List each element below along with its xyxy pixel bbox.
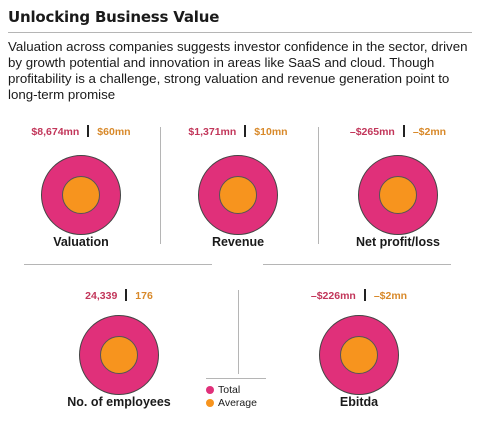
metric-revenue: $1,371mn $10mn Revenue: [163, 125, 313, 249]
average-value: –$2mn: [373, 290, 408, 302]
value-separator: [363, 289, 366, 301]
metric-values: –$226mn –$2mn: [284, 289, 434, 302]
metric-label: No. of employees: [67, 395, 171, 409]
divider-horizontal-right: [263, 264, 451, 265]
metric-values: –$265mn –$2mn: [323, 125, 473, 138]
metric-label: Net profit/loss: [355, 235, 441, 249]
metric-values: $1,371mn $10mn: [163, 125, 313, 138]
value-separator: [402, 125, 405, 137]
metric-label: Ebitda: [339, 395, 379, 409]
divider-vertical-1: [160, 127, 161, 244]
average-value: –$2mn: [412, 126, 447, 138]
average-circle: [340, 336, 378, 374]
divider-vertical-3: [238, 290, 239, 374]
legend-item-total: Total: [206, 383, 257, 396]
metric-values: $8,674mn $60mn: [6, 125, 156, 138]
legend-rule: [206, 378, 266, 379]
average-value: 176: [135, 290, 153, 302]
total-value: –$265mn: [349, 126, 395, 138]
average-circle: [379, 176, 417, 214]
chart-title: Unlocking Business Value: [8, 8, 220, 26]
metric-label: Valuation: [53, 235, 109, 249]
metric-ebitda: –$226mn –$2mn Ebitda: [284, 289, 434, 409]
chart-subtitle: Valuation across companies suggests inve…: [8, 39, 468, 102]
average-value: $10mn: [254, 126, 288, 138]
average-value: $60mn: [97, 126, 131, 138]
bubble: [319, 315, 399, 395]
total-value: $8,674mn: [31, 126, 80, 138]
metric-values: 24,339 176: [44, 289, 194, 302]
metric-valuation: $8,674mn $60mn Valuation: [6, 125, 156, 249]
value-separator: [125, 289, 128, 301]
total-value: –$226mn: [310, 290, 356, 302]
legend: Total Average: [206, 383, 257, 409]
divider-horizontal-left: [24, 264, 212, 265]
average-circle: [100, 336, 138, 374]
bubble: [198, 155, 278, 235]
bubble: [358, 155, 438, 235]
title-divider: [8, 32, 472, 33]
divider-vertical-2: [318, 127, 319, 244]
legend-label-total: Total: [218, 383, 241, 396]
metric-label: Revenue: [211, 235, 265, 249]
legend-swatch-average: [206, 398, 214, 407]
bubble: [41, 155, 121, 235]
value-separator: [87, 125, 90, 137]
metric-employees: 24,339 176 No. of employees: [44, 289, 194, 409]
value-separator: [244, 125, 247, 137]
legend-item-average: Average: [206, 396, 257, 409]
total-value: $1,371mn: [188, 126, 237, 138]
bubble: [79, 315, 159, 395]
total-value: 24,339: [85, 290, 118, 302]
legend-swatch-total: [206, 385, 214, 394]
metric-net-profit-loss: –$265mn –$2mn Net profit/loss: [323, 125, 473, 249]
legend-label-average: Average: [218, 396, 257, 409]
average-circle: [219, 176, 257, 214]
average-circle: [62, 176, 100, 214]
